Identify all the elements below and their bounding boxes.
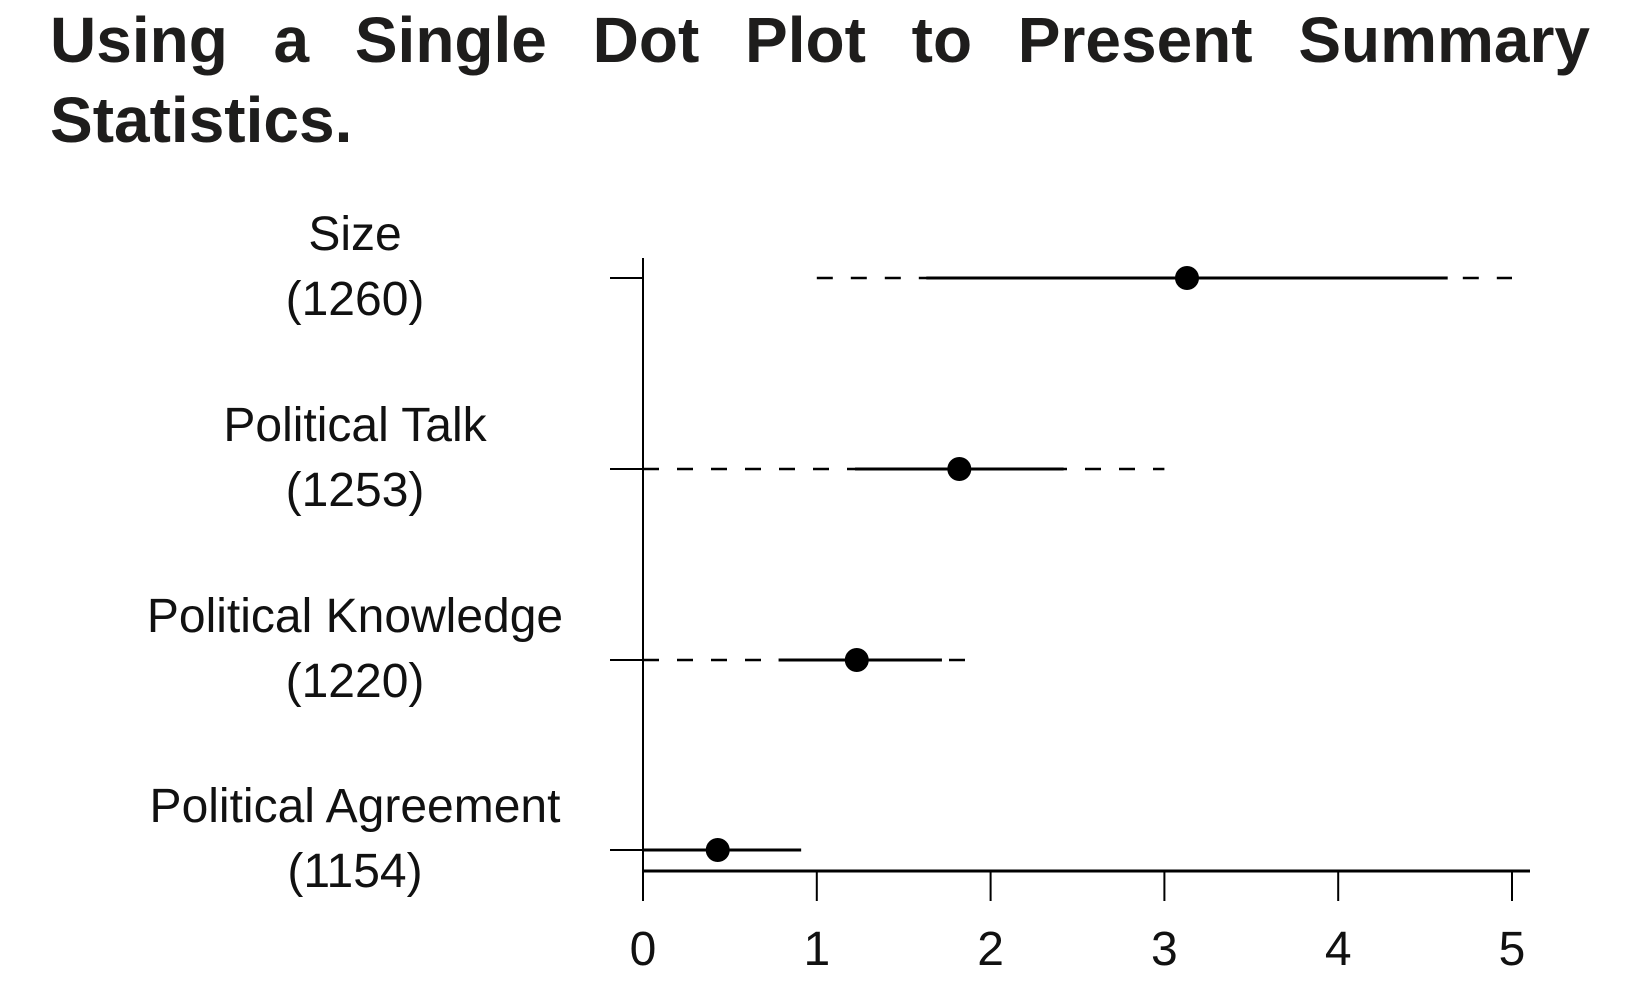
mean-dot [947, 457, 972, 481]
x-tick-label: 2 [977, 923, 1004, 976]
x-tick-label: 5 [1499, 923, 1526, 976]
x-tick-label: 1 [803, 923, 830, 976]
axes [642, 258, 1530, 901]
sample-size-label: (1260) [286, 273, 425, 326]
category-label: Political Agreement [150, 780, 561, 833]
plot-rows: Size(1260)Political Talk(1253)Political … [147, 208, 1512, 898]
x-tick-label: 0 [630, 923, 657, 976]
plot-row: Political Agreement (1154) [150, 780, 802, 898]
sample-size-label: (1154) [287, 845, 422, 898]
page-title: Using a Single Dot Plot to Present Summa… [50, 4, 1590, 156]
mean-dot [1174, 266, 1199, 290]
category-label: Political Knowledge [147, 590, 563, 643]
category-label: Political Talk [223, 399, 487, 452]
plot-row: Political Knowledge (1220) [147, 590, 982, 708]
plot-row: Size (1260) [286, 208, 1512, 326]
plot-row: Political Talk (1253) [223, 399, 1165, 517]
mean-dot [705, 838, 730, 862]
sample-size-label: (1220) [286, 655, 425, 708]
sample-size-label: (1253) [286, 464, 425, 517]
category-label: Size [308, 208, 401, 261]
mean-dot [844, 648, 869, 672]
x-axis-ticks: 0 1 2 3 4 5 [630, 871, 1526, 976]
x-tick-label: 4 [1325, 923, 1352, 976]
x-tick-label: 3 [1151, 923, 1178, 976]
